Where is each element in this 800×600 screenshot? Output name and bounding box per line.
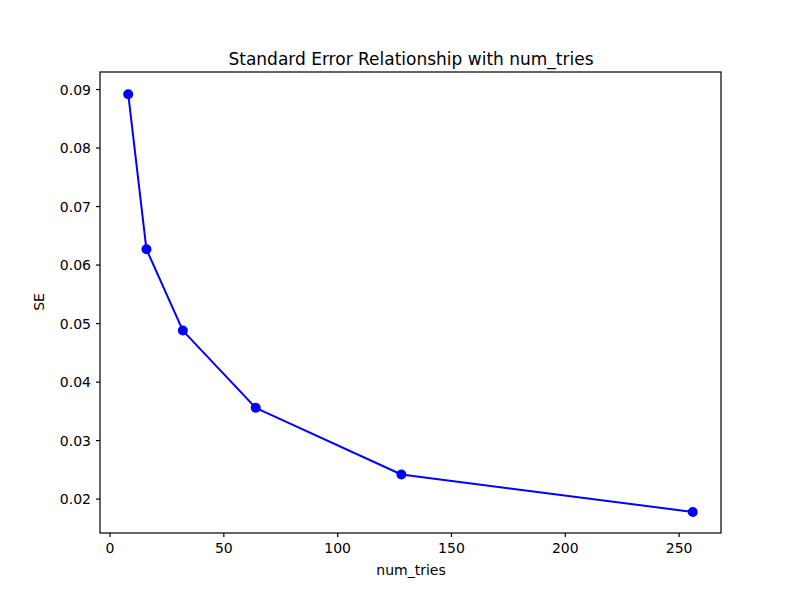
- y-tick-label: 0.04: [60, 374, 91, 390]
- y-axis-label: SE: [31, 293, 47, 311]
- data-point: [141, 244, 151, 254]
- data-point: [688, 507, 698, 517]
- data-point: [123, 89, 133, 99]
- x-tick-label: 250: [666, 540, 693, 556]
- x-axis-label: num_tries: [100, 562, 722, 578]
- data-point: [396, 469, 406, 479]
- y-tick-label: 0.09: [60, 82, 91, 98]
- x-tick-label: 0: [106, 540, 115, 556]
- data-point: [251, 403, 261, 413]
- data-point: [178, 326, 188, 336]
- y-tick-label: 0.06: [60, 257, 91, 273]
- y-tick-label: 0.05: [60, 316, 91, 332]
- y-tick-label: 0.07: [60, 199, 91, 215]
- x-tick-label: 200: [552, 540, 579, 556]
- y-tick-label: 0.02: [60, 491, 91, 507]
- x-tick-label: 50: [215, 540, 233, 556]
- y-tick-label: 0.03: [60, 433, 91, 449]
- plot-area: 0 50 100 150 200 250 0.02 0.03 0.04 0.05 0.06 0.07 0…: [0, 0, 800, 600]
- x-tick-label: 150: [438, 540, 465, 556]
- series-line: [128, 94, 693, 512]
- x-tick-label: 100: [324, 540, 351, 556]
- figure: Standard Error Relationship with num_tri…: [0, 0, 800, 600]
- y-tick-label: 0.08: [60, 140, 91, 156]
- axes-spines: [100, 72, 721, 533]
